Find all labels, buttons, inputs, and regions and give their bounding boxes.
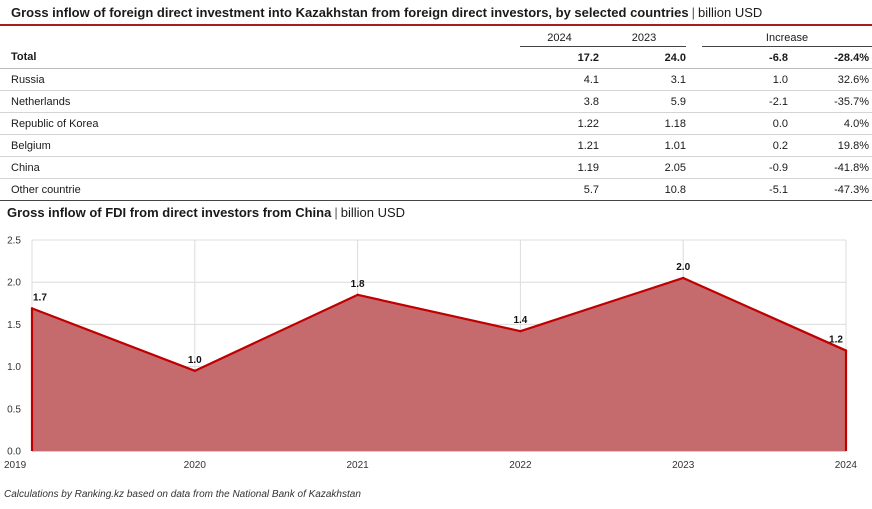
value-2023: 1.01 [602,134,686,157]
y-tick-label: 2.5 [7,236,21,247]
increase-absolute: -5.1 [702,178,788,201]
value-2023: 1.18 [602,112,686,135]
header-blank [0,29,520,47]
value-2024: 3.8 [520,90,602,113]
value-2024: 1.19 [520,156,602,179]
value-2024: 4.1 [520,68,602,91]
table-row: Other countrie 5.7 10.8 -5.1 -47.3% [0,178,872,201]
header-gap [686,29,702,47]
value-2023: 3.1 [602,68,686,91]
x-tick-label: 2019 [4,460,27,471]
table-row-total: Total 17.2 24.0 -6.8 -28.4% [0,46,872,69]
country-name: Netherlands [0,90,520,113]
table-row: China 1.19 2.05 -0.9 -41.8% [0,156,872,179]
data-point [30,307,34,310]
table-row: Republic of Korea 1.22 1.18 0.0 4.0% [0,112,872,135]
data-label: 1.8 [351,279,365,290]
increase-percent: -41.8% [788,156,872,179]
value-2024: 17.2 [520,46,602,69]
data-label: 2.0 [676,262,690,273]
gap-cell [686,134,702,157]
title-separator: | [691,5,695,20]
source-footnote: Calculations by Ranking.kz based on data… [4,489,361,500]
y-tick-label: 0.5 [7,404,21,415]
data-point [193,369,196,373]
data-point [844,349,848,352]
value-2023: 24.0 [602,46,686,69]
data-label: 1.7 [33,292,47,303]
gap-cell [686,46,702,69]
gap-cell [686,68,702,91]
series-line [30,276,848,451]
value-2023: 2.05 [602,156,686,179]
increase-percent: 19.8% [788,134,872,157]
increase-percent: 4.0% [788,112,872,135]
data-label: 1.4 [513,315,527,326]
increase-absolute: 0.0 [702,112,788,135]
increase-absolute: -0.9 [702,156,788,179]
title-unit: billion USD [697,5,763,20]
gap-cell [686,178,702,201]
value-2024: 5.7 [520,178,602,201]
series-area-fill [32,277,846,451]
data-label: 1.2 [829,335,843,346]
gap-cell [686,156,702,179]
data-point [682,276,685,280]
increase-percent: 32.6% [788,68,872,91]
gap-cell [686,90,702,113]
data-point [356,293,359,297]
increase-percent: -28.4% [788,46,872,69]
fdi-table: 2024 2023 Increase Total 17.2 24.0 -6.8 -28.… [0,29,872,201]
increase-percent: -35.7% [788,90,872,113]
country-name: Other countrie [0,178,520,201]
col-2024: 2024 [520,29,602,47]
value-2023: 10.8 [602,178,686,201]
increase-absolute: 0.2 [702,134,788,157]
value-2024: 1.22 [520,112,602,135]
header-bar: Gross inflow of foreign direct investmen… [0,0,872,26]
x-tick-label: 2020 [184,460,207,471]
y-tick-label: 2.0 [7,278,21,289]
y-tick-label: 1.5 [7,320,21,331]
page-title: Gross inflow of foreign direct investmen… [11,5,762,20]
x-tick-label: 2021 [346,460,369,471]
value-2023: 5.9 [602,90,686,113]
value-2024: 1.21 [520,134,602,157]
col-increase: Increase [702,29,872,47]
table-row: Belgium 1.21 1.01 0.2 19.8% [0,134,872,157]
chart-title-unit: billion USD [340,205,406,220]
chart-title: Gross inflow of FDI from direct investor… [7,205,405,220]
y-tick-label: 0.0 [7,447,21,458]
increase-absolute: 1.0 [702,68,788,91]
increase-absolute: -2.1 [702,90,788,113]
title-main: Gross inflow of foreign direct investmen… [11,5,689,20]
country-name: Republic of Korea [0,112,520,135]
country-name: Belgium [0,134,520,157]
china-fdi-area-chart: 0.0 0.5 1.0 1.5 2.0 2.5 1.7 1.0 1.8 1.4 2.0 1.2 2019… [4,236,858,472]
table-row: Netherlands 3.8 5.9 -2.1 -35.7% [0,90,872,113]
x-tick-label: 2022 [509,460,532,471]
table-header-row: 2024 2023 Increase [0,29,872,47]
country-name: Russia [0,68,520,91]
table-row: Russia 4.1 3.1 1.0 32.6% [0,68,872,91]
country-name: China [0,156,520,179]
increase-absolute: -6.8 [702,46,788,69]
data-point [519,329,522,333]
x-tick-label: 2024 [835,460,858,471]
y-tick-label: 1.0 [7,362,21,373]
chart-title-separator: | [334,205,338,220]
col-2023: 2023 [602,29,686,47]
country-name: Total [0,46,520,69]
data-label: 1.0 [188,355,202,366]
x-tick-label: 2023 [672,460,695,471]
gap-cell [686,112,702,135]
chart-title-main: Gross inflow of FDI from direct investor… [7,205,332,220]
increase-percent: -47.3% [788,178,872,201]
